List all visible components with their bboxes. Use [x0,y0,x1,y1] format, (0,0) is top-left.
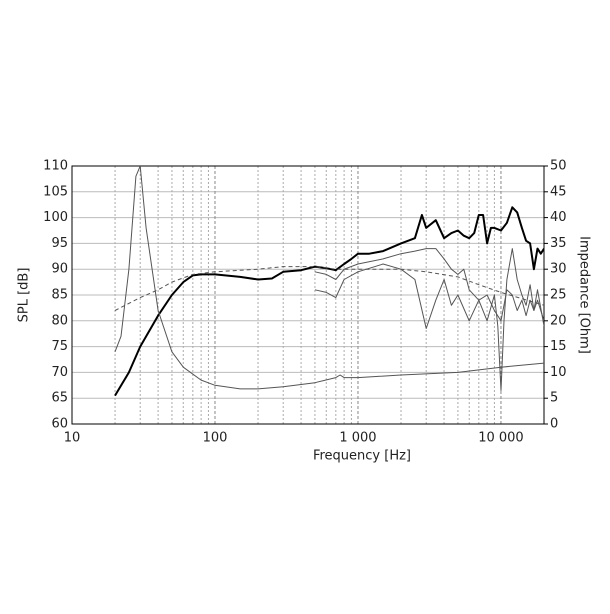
y-tick-label: 95 [51,236,68,251]
y-tick-label: 85 [51,288,68,303]
y-tick-label: 80 [51,313,68,328]
series-line [114,266,544,311]
y-axis-label: SPL [dB] [17,268,32,323]
plot-frame [71,165,545,425]
y2-tick-label: 15 [550,339,567,354]
series-line [314,248,544,391]
y2-tick-label: 40 [550,210,567,225]
y-tick-label: 65 [51,391,68,406]
x-tick-label: 100 [203,431,228,446]
y2-tick-label: 10 [550,365,567,380]
y-tick-label: 90 [51,262,68,277]
plot-lines [114,166,544,397]
series-line [114,206,544,397]
y2-tick-label: 20 [550,313,567,328]
y-tick-label: 100 [43,210,68,225]
series-line [114,166,544,390]
y2-tick-label: 0 [550,417,558,432]
y2-tick-label: 30 [550,262,567,277]
x-tick-label: 1 000 [339,431,376,446]
y-tick-label: 70 [51,365,68,380]
x-axis-label: Frequency [Hz] [313,449,411,464]
x-tick-label: 10 [64,431,81,446]
y2-tick-label: 25 [550,288,567,303]
y-tick-label: 105 [43,184,68,199]
y2-tick-label: 5 [550,391,558,406]
y2-axis-label: Impedance [Ohm] [577,236,592,354]
y-tick-label: 110 [43,159,68,174]
x-tick-label: 10 000 [478,431,524,446]
y2-tick-label: 35 [550,236,567,251]
y2-tick-label: 45 [550,184,567,199]
y-tick-label: 60 [51,417,68,432]
y-tick-label: 75 [51,339,68,354]
series-line [314,248,544,327]
y2-tick-label: 50 [550,159,567,174]
